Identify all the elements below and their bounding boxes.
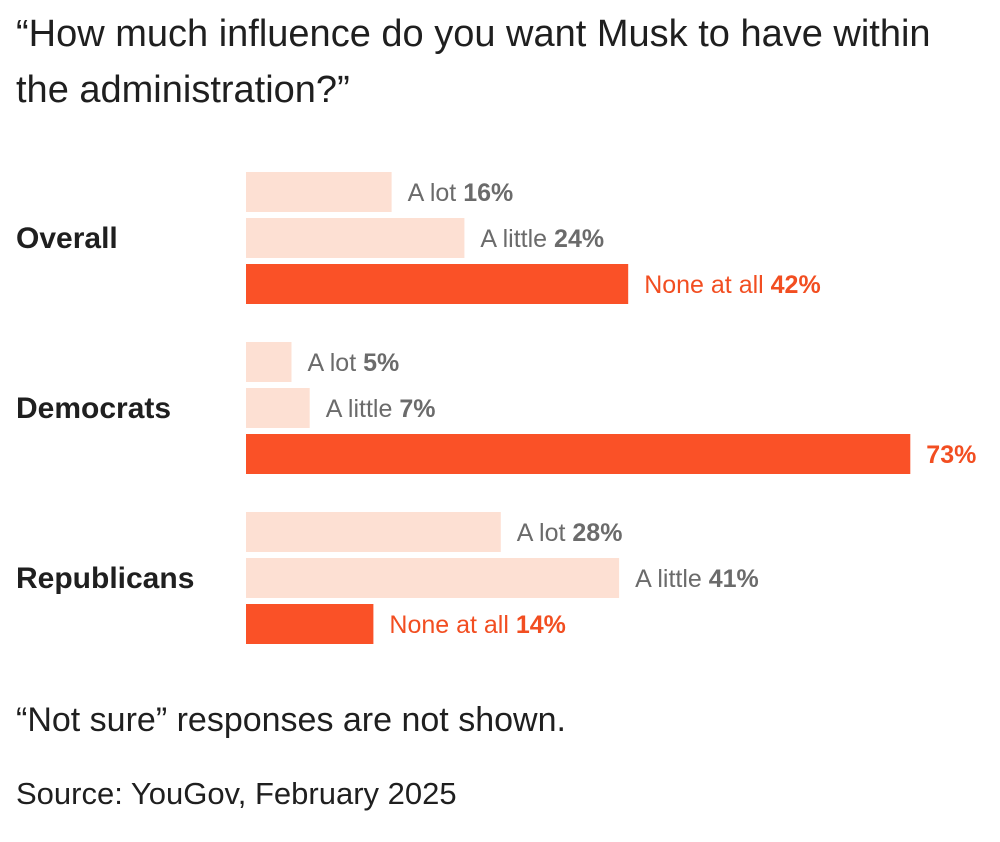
bar-republicans-none-at-all	[246, 604, 374, 644]
data-label: None at all 14%	[389, 611, 566, 639]
bar-republicans-a-little	[246, 558, 620, 598]
data-label: A lot 28%	[517, 519, 623, 547]
data-label: A little 41%	[635, 565, 759, 593]
bar-chart: Overall A lot 16% A little 24% None at all …	[16, 172, 976, 644]
bar-democrats-a-little	[246, 388, 310, 428]
data-label: A lot 5%	[308, 349, 400, 377]
group-label-republicans: Republicans	[16, 562, 194, 595]
bar-democrats-none-at-all	[246, 434, 911, 474]
bar-overall-a-lot	[246, 172, 392, 212]
group-label-overall: Overall	[16, 222, 118, 255]
chart-note: “Not sure” responses are not shown.	[16, 701, 566, 739]
bar-democrats-a-lot	[246, 342, 292, 382]
group-label-democrats: Democrats	[16, 392, 171, 425]
data-label: None at all 42%	[644, 271, 821, 299]
bar-overall-none-at-all	[246, 264, 629, 304]
data-label: A lot 16%	[408, 179, 514, 207]
data-label: 73%	[926, 441, 976, 469]
data-label: A little 7%	[326, 395, 436, 423]
chart-source: Source: YouGov, February 2025	[16, 776, 457, 811]
chart-title: “How much influence do you want Musk to …	[16, 13, 931, 111]
bar-overall-a-little	[246, 218, 465, 258]
bar-republicans-a-lot	[246, 512, 501, 552]
data-label: A little 24%	[480, 225, 604, 253]
